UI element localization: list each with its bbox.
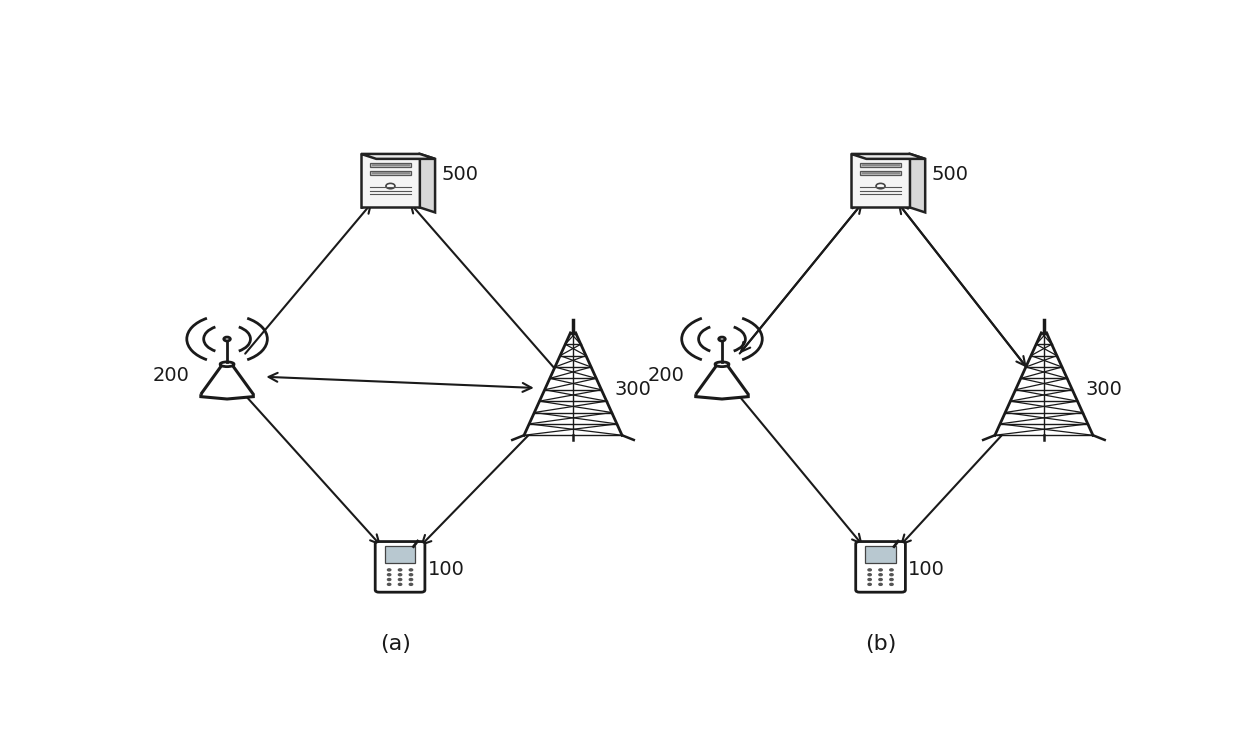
FancyBboxPatch shape	[376, 542, 425, 592]
FancyBboxPatch shape	[370, 163, 410, 166]
Circle shape	[868, 583, 872, 585]
Circle shape	[398, 574, 402, 576]
Circle shape	[398, 579, 402, 580]
Circle shape	[409, 579, 413, 580]
Text: 300: 300	[614, 380, 651, 399]
PathPatch shape	[696, 364, 748, 399]
FancyBboxPatch shape	[861, 171, 901, 175]
Text: 200: 200	[153, 366, 190, 385]
Text: 100: 100	[908, 560, 945, 580]
FancyBboxPatch shape	[856, 542, 905, 592]
Circle shape	[387, 569, 391, 571]
Circle shape	[890, 569, 893, 571]
Polygon shape	[525, 333, 622, 435]
Text: (a): (a)	[379, 634, 410, 654]
Circle shape	[398, 583, 402, 585]
Text: 300: 300	[1085, 380, 1122, 399]
Circle shape	[875, 184, 885, 189]
Circle shape	[387, 579, 391, 580]
Text: 100: 100	[428, 560, 465, 580]
Circle shape	[386, 184, 396, 189]
Polygon shape	[420, 154, 435, 212]
FancyBboxPatch shape	[861, 163, 901, 166]
Polygon shape	[851, 154, 925, 159]
Circle shape	[868, 569, 872, 571]
Circle shape	[879, 574, 882, 576]
FancyBboxPatch shape	[370, 171, 410, 175]
Text: 200: 200	[647, 366, 684, 385]
Circle shape	[890, 583, 893, 585]
PathPatch shape	[201, 364, 253, 399]
FancyBboxPatch shape	[384, 545, 415, 563]
Circle shape	[409, 574, 413, 576]
Text: (b): (b)	[864, 634, 897, 654]
Circle shape	[409, 569, 413, 571]
Circle shape	[387, 574, 391, 576]
Text: 500: 500	[441, 166, 479, 184]
Circle shape	[890, 579, 893, 580]
Polygon shape	[851, 154, 910, 207]
Ellipse shape	[221, 362, 234, 366]
Circle shape	[879, 583, 882, 585]
Circle shape	[890, 574, 893, 576]
Polygon shape	[361, 154, 435, 159]
Circle shape	[387, 583, 391, 585]
Polygon shape	[361, 154, 420, 207]
Text: 500: 500	[931, 166, 968, 184]
Ellipse shape	[715, 362, 729, 366]
Circle shape	[398, 569, 402, 571]
Circle shape	[879, 569, 882, 571]
Circle shape	[409, 583, 413, 585]
Circle shape	[879, 579, 882, 580]
Circle shape	[224, 337, 231, 341]
Circle shape	[868, 574, 872, 576]
Polygon shape	[910, 154, 925, 212]
Circle shape	[868, 579, 872, 580]
Polygon shape	[994, 333, 1092, 435]
Circle shape	[719, 337, 725, 341]
FancyBboxPatch shape	[866, 545, 895, 563]
